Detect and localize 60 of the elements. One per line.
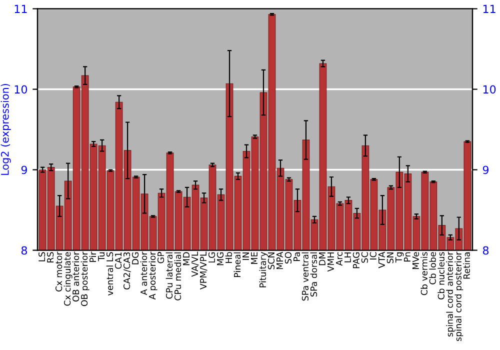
x-tick-label: SN (386, 252, 394, 264)
x-tick-label: PAG (352, 252, 360, 268)
x-tick-label: MVe (412, 252, 419, 270)
x-tick-label: ventral LS (106, 252, 114, 296)
x-tick-label: MD (183, 252, 190, 266)
x-tick-label: ME (251, 252, 258, 264)
y2-tick-label: 10 (483, 85, 496, 94)
x-tick-label: Arc (336, 252, 342, 266)
x-tick-label: OB posterior (80, 252, 90, 306)
x-tick-label: RS (47, 252, 54, 262)
x-tick-label: Tg (395, 252, 404, 263)
x-tick-label: OB anterior (72, 252, 80, 302)
x-tick-label: IC (370, 252, 376, 260)
x-tick-label: Pn (404, 252, 410, 262)
x-tick-label: DM (319, 252, 326, 266)
x-tick-label: Tu (98, 252, 105, 262)
x-tick-label: Pir (89, 252, 96, 262)
x-tick-label: MG (216, 252, 224, 266)
y2-tick-label: 8 (482, 246, 489, 255)
x-tick-label: Cb lobe (429, 252, 436, 284)
x-tick-label: spinal cord posterior (454, 252, 464, 342)
x-tick-label: GP (157, 252, 164, 264)
x-tick-label: Cb vermis (420, 252, 428, 296)
y-tick-label: 9 (21, 166, 27, 174)
x-tick-label: Pa (294, 252, 300, 262)
y-axis-title: Log2 (expression) (0, 84, 11, 175)
x-tick-label: VPM/VPL (200, 252, 208, 290)
x-tick-label: SO (284, 252, 292, 264)
x-tick-label: A posterior (148, 252, 158, 300)
x-tick-label: LH (344, 252, 351, 262)
y-tick-label: 8 (21, 246, 28, 255)
y-tick-label: 11 (14, 4, 27, 13)
y2-tick-label: 11 (483, 4, 496, 13)
x-tick-label: Hb (225, 252, 232, 263)
x-tick-label: Pineal (234, 252, 241, 278)
y2-tick-label: 9 (482, 166, 489, 174)
x-tick-label: SC (361, 252, 368, 263)
x-tick-label: Pituitary (259, 252, 268, 288)
x-tick-label: LG (208, 252, 216, 262)
x-tick-label: DG (132, 252, 139, 264)
x-tick-label: spinal cord anterior (446, 252, 455, 336)
x-tick-label: VTA (378, 252, 385, 268)
x-tick-label: VMH (328, 252, 334, 272)
x-tick-label: Cb nucleus (438, 252, 444, 300)
x-tick-label: Cx cingulate (64, 252, 72, 306)
x-tick-label: IN (242, 252, 249, 260)
x-tick-label: SPa dorsal (310, 252, 318, 296)
x-tick-label: LS (38, 252, 46, 262)
x-tick-label: VA/VL (192, 252, 199, 277)
x-tick-label: CPu lateral (166, 252, 173, 299)
x-tick-label: CA1 (114, 252, 122, 269)
x-tick-label: Cx motor (56, 252, 62, 292)
x-tick-label: A anterior (140, 252, 148, 296)
x-tick-label: CPu medial (174, 252, 182, 300)
x-tick-label: Retina (463, 252, 470, 279)
x-tick-label: MPA (276, 252, 283, 270)
y-tick-label: 10 (14, 85, 28, 94)
x-tick-label: CA2/CA3 (123, 252, 131, 290)
x-tick-label: SPa ventral (302, 252, 309, 301)
x-tick-label: SCN (268, 252, 275, 270)
